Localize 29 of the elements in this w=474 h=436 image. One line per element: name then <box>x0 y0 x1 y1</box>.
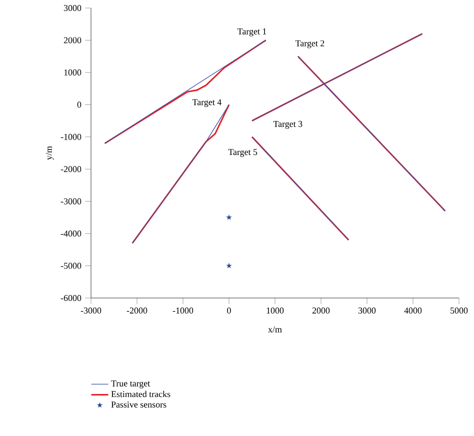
y-tick-label: -5000 <box>60 262 82 269</box>
y-tick-label: 3000 <box>64 4 82 12</box>
legend-label: Estimated tracks <box>111 390 170 398</box>
y-tick-label: 0 <box>77 102 82 108</box>
x-tick-label: 3000 <box>358 308 376 314</box>
x-tick-label: -2000 <box>126 308 148 314</box>
annotation: Target 1 <box>237 28 266 36</box>
y-tick-label: 1000 <box>64 69 82 76</box>
y-tick-label: -6000 <box>60 294 82 302</box>
annotation: Target 3 <box>273 120 302 129</box>
y-tick-label: -4000 <box>60 230 82 237</box>
x-axis-title: x/m <box>268 326 282 332</box>
x-tick-label: 2000 <box>312 308 330 314</box>
x-tick-label: 4000 <box>404 308 422 314</box>
annotation: Target 4 <box>192 99 222 108</box>
y-tick-label: -3000 <box>60 198 82 204</box>
annotation: Target 5 <box>228 149 258 157</box>
x-tick-label: 5000 <box>450 308 468 314</box>
legend-label: Passive sensors <box>111 402 166 408</box>
x-tick-label: -3000 <box>80 308 102 314</box>
y-tick-label: -2000 <box>60 166 82 172</box>
x-tick-label: 1000 <box>266 308 284 314</box>
y-axis-title: y/m <box>46 146 54 160</box>
y-tick-label: -1000 <box>60 134 82 140</box>
annotation: Target 2 <box>295 40 324 48</box>
x-tick-label: -1000 <box>172 308 194 314</box>
y-tick-label: 2000 <box>64 37 82 44</box>
legend-label: True target <box>111 380 150 388</box>
x-tick-label: 0 <box>227 308 231 314</box>
